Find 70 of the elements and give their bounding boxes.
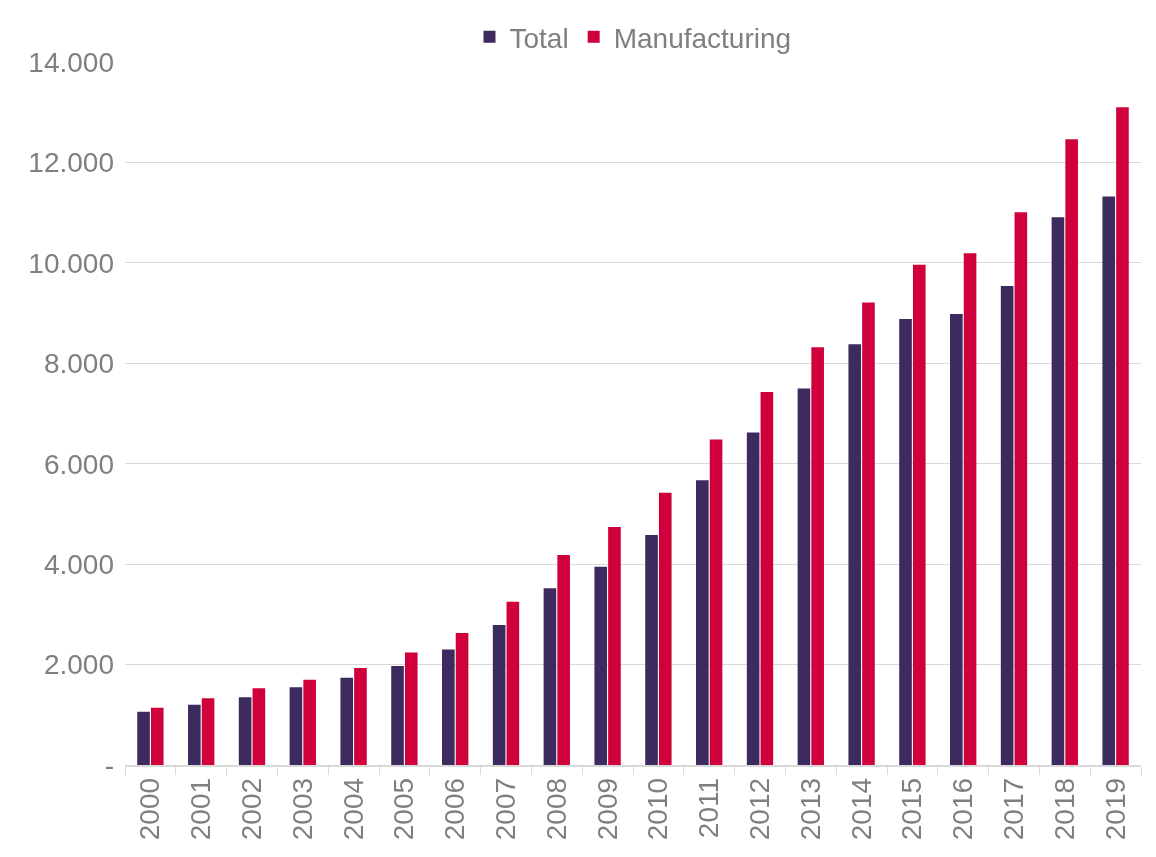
bar: [391, 666, 404, 765]
x-tick-label: 2009: [591, 777, 623, 841]
y-tick-label: 10.000: [28, 247, 114, 279]
x-tick-label: 2013: [794, 777, 826, 841]
bar: [1051, 217, 1065, 765]
y-tick-label: 12.000: [28, 147, 114, 179]
legend-label: Manufacturing: [613, 22, 792, 54]
bar: [594, 566, 608, 765]
bar: [1014, 212, 1028, 765]
x-tick-label: 2004: [337, 777, 369, 841]
bar: [899, 319, 912, 765]
bar: [1116, 107, 1129, 765]
bar: [252, 688, 266, 765]
bar: [608, 526, 621, 765]
bar: [238, 697, 252, 765]
x-tick-label: 2003: [286, 777, 318, 841]
x-tick-label: 2010: [642, 777, 674, 841]
x-tick-label: 2008: [540, 777, 572, 841]
bar: [760, 391, 774, 765]
bar: [442, 649, 455, 765]
bar: [150, 707, 164, 765]
y-tick-label: 14.000: [28, 46, 114, 78]
bar: [746, 432, 760, 765]
x-tick-label: 2011: [693, 777, 725, 839]
bar: [912, 264, 926, 765]
x-tick-label: 2002: [236, 777, 268, 841]
bar: [658, 492, 672, 765]
bar: [404, 652, 418, 765]
y-tick-label: 8.000: [43, 348, 114, 380]
x-tick-label: 2014: [845, 777, 877, 841]
bar: [543, 588, 557, 765]
bar: [492, 624, 506, 765]
bar: [709, 439, 723, 765]
bar: [963, 253, 977, 765]
bar: [557, 555, 570, 765]
x-tick-label: 2007: [490, 777, 522, 841]
bar: [1102, 196, 1116, 765]
bar: [303, 679, 316, 765]
bar: [289, 687, 303, 765]
x-tick-label: 2016: [947, 777, 979, 841]
x-tick-label: 2005: [388, 777, 420, 841]
bar: [506, 601, 520, 765]
bar: [862, 302, 875, 765]
bar: [950, 314, 963, 765]
bar: [1065, 139, 1078, 765]
bar: [811, 347, 824, 765]
x-tick-label: 2006: [439, 777, 471, 841]
bar: [188, 704, 201, 765]
bar: [137, 711, 150, 765]
x-tick-label: 2015: [896, 777, 928, 841]
y-tick-label: -: [104, 749, 114, 781]
bar: [797, 388, 811, 765]
bar: [340, 677, 354, 765]
y-tick-label: 6.000: [43, 448, 114, 480]
bar: [696, 480, 709, 765]
bar: [1000, 285, 1014, 765]
bar: [201, 698, 215, 765]
x-tick-label: 2012: [744, 777, 776, 841]
x-tick-label: 2001: [185, 777, 217, 841]
x-tick-label: 2018: [1048, 777, 1080, 841]
bar: [354, 668, 367, 765]
legend-label: Total: [509, 22, 569, 54]
bar: [848, 344, 862, 765]
y-tick-label: 4.000: [43, 548, 114, 580]
bar: [645, 535, 658, 765]
x-tick-label: 2019: [1099, 777, 1131, 841]
x-tick-label: 2000: [134, 777, 166, 841]
x-tick-label: 2017: [998, 777, 1030, 841]
bar: [455, 632, 469, 765]
y-tick-label: 2.000: [43, 649, 114, 681]
